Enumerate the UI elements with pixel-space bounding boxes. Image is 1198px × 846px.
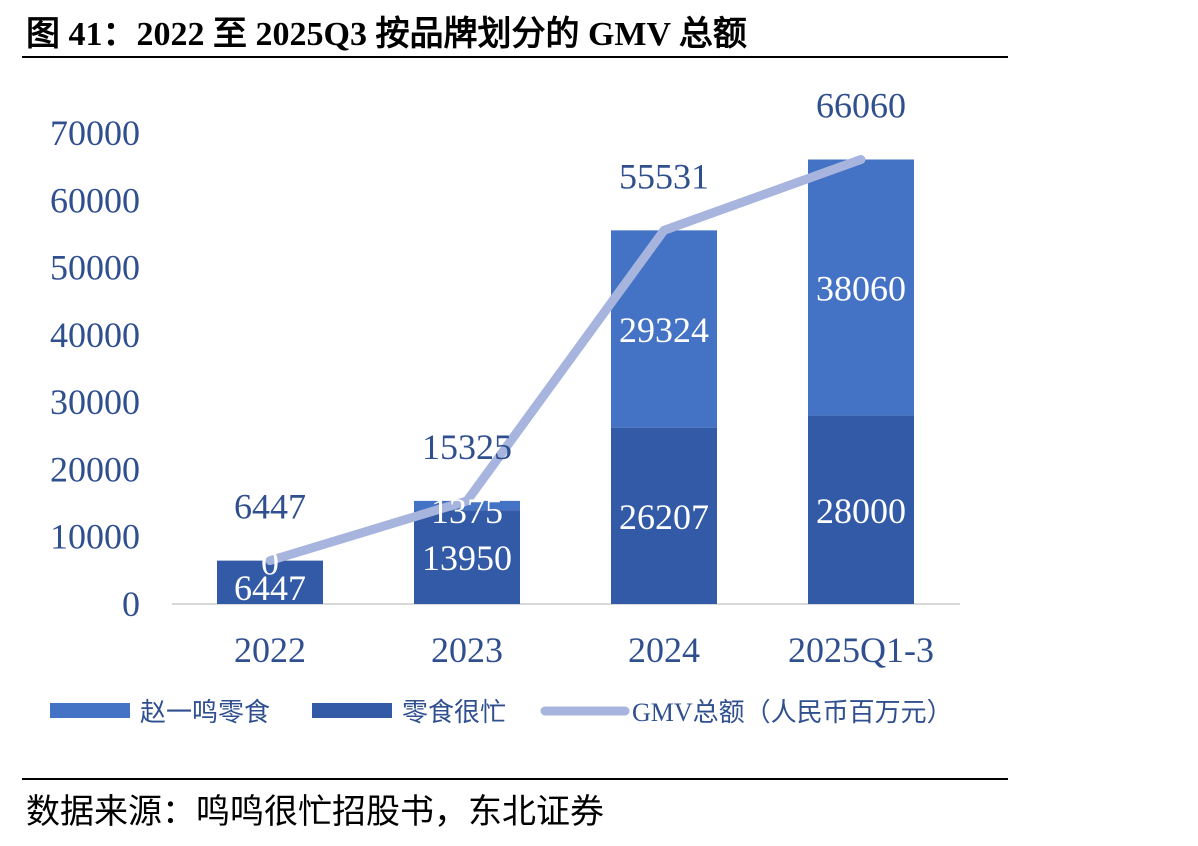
legend-label-lingshihenmang: 零食很忙 <box>402 698 506 727</box>
bar-lingshihenmang <box>611 427 717 604</box>
data-label-zhaoyiming: 38060 <box>816 269 906 309</box>
point-gmv-total <box>860 158 862 161</box>
x-tick-label: 2025Q1-3 <box>788 630 934 670</box>
legend-swatch-zhaoyiming <box>50 703 130 718</box>
x-tick-label: 2024 <box>628 630 700 670</box>
data-label-lingshihenmang: 6447 <box>234 568 306 608</box>
bar-lingshihenmang <box>414 510 520 604</box>
line-gmv-total <box>265 155 866 566</box>
figure-title: 图 41：2022 至 2025Q3 按品牌划分的 GMV 总额 <box>26 16 747 53</box>
bar-zhaoyiming <box>611 230 717 428</box>
x-tick-label: 2023 <box>431 630 503 670</box>
legend-label-gmv-total: GMV总额（人民币百万元） <box>632 698 953 727</box>
data-label-gmv-total: 55531 <box>619 156 709 196</box>
bar-lingshihenmang <box>808 415 914 604</box>
y-tick-label: 70000 <box>50 113 140 153</box>
x-tick-label: 2022 <box>234 630 306 670</box>
point-gmv-total <box>466 499 468 502</box>
y-tick-label: 10000 <box>50 517 140 557</box>
source-note: 数据来源：鸣鸣很忙招股书，东北证券 <box>26 794 604 831</box>
y-tick-label: 0 <box>122 584 140 624</box>
y-tick-label: 20000 <box>50 449 140 489</box>
y-tick-label: 60000 <box>50 180 140 220</box>
data-label-lingshihenmang: 26207 <box>619 497 709 537</box>
data-label-zhaoyiming: 0 <box>261 543 279 583</box>
data-label-zhaoyiming: 1375 <box>431 491 503 531</box>
bar-zhaoyiming <box>808 159 914 416</box>
y-tick-label: 50000 <box>50 248 140 288</box>
legend-swatch-lingshihenmang <box>312 703 392 718</box>
legend-label-zhaoyiming: 赵一鸣零食 <box>140 698 270 727</box>
y-tick-label: 40000 <box>50 315 140 355</box>
title-rule <box>22 56 1008 58</box>
data-label-zhaoyiming: 29324 <box>619 310 709 350</box>
data-label-lingshihenmang: 13950 <box>422 538 512 578</box>
source-rule <box>22 778 1008 780</box>
data-label-gmv-total: 6447 <box>234 487 306 527</box>
point-gmv-total <box>663 229 665 232</box>
data-label-lingshihenmang: 28000 <box>816 491 906 531</box>
y-tick-label: 30000 <box>50 382 140 422</box>
point-gmv-total <box>269 559 271 562</box>
data-label-gmv-total: 15325 <box>422 427 512 467</box>
bar-lingshihenmang <box>217 560 323 604</box>
data-label-gmv-total: 66060 <box>816 86 906 126</box>
